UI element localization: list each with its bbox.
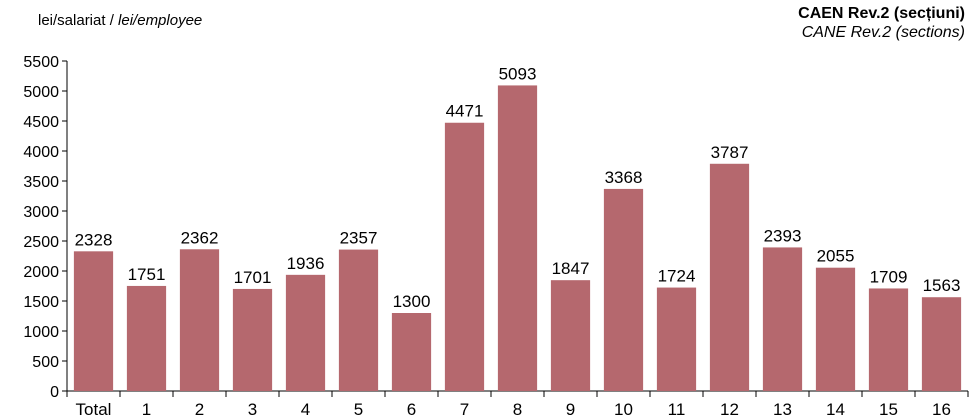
y-tick-label: 4500: [23, 114, 59, 131]
bar: [232, 288, 273, 391]
x-tick-label: 9: [566, 400, 575, 419]
x-tick-label: 2: [195, 400, 204, 419]
bar: [179, 249, 220, 391]
x-tick-label: 8: [513, 400, 522, 419]
bar: [603, 188, 644, 391]
bar-value-label: 1936: [287, 254, 325, 273]
bar-value-label: 3787: [711, 143, 749, 162]
x-tick-label: 6: [407, 400, 416, 419]
x-tick-label: 15: [879, 400, 898, 419]
y-tick-label: 1500: [23, 294, 59, 311]
y-tick-label: 0: [50, 384, 59, 401]
bar-value-label: 1847: [552, 259, 590, 278]
bar: [709, 163, 750, 391]
bar-value-label: 2362: [181, 228, 219, 247]
bar-value-label: 1300: [393, 292, 431, 311]
bar: [285, 274, 326, 391]
bar-value-label: 3368: [605, 168, 643, 187]
y-tick-label: 500: [32, 354, 59, 371]
bar-value-label: 1701: [234, 268, 272, 287]
bar: [762, 247, 803, 391]
bar-value-label: 1563: [923, 276, 961, 295]
bar-value-label: 1709: [870, 267, 908, 286]
bar: [921, 297, 962, 391]
bar-value-label: 2393: [764, 226, 802, 245]
x-tick-label: 5: [354, 400, 363, 419]
y-tick-label: 4000: [23, 144, 59, 161]
bar-value-label: 1751: [128, 265, 166, 284]
x-tick-label: 7: [460, 400, 469, 419]
bar-value-label: 4471: [446, 102, 484, 121]
y-tick-label: 5000: [23, 84, 59, 101]
x-tick-label: 10: [614, 400, 633, 419]
bar-value-label: 2328: [75, 230, 113, 249]
bar: [815, 267, 856, 391]
y-axis-label-en: lei/employee: [118, 12, 203, 29]
y-axis-label-ro: lei/salariat /: [38, 12, 119, 29]
classification-legend: CAEN Rev.2 (secțiuni) CANE Rev.2 (sectio…: [798, 4, 965, 42]
x-tick-label: 16: [932, 400, 951, 419]
y-tick-label: 2500: [23, 234, 59, 251]
x-tick-label: Total: [76, 400, 112, 419]
bar: [391, 313, 432, 391]
bar: [338, 249, 379, 391]
x-tick-label: 14: [826, 400, 845, 419]
x-tick-label: 11: [668, 400, 686, 419]
bar: [868, 288, 909, 391]
bar: [656, 287, 697, 391]
x-tick-label: 13: [773, 400, 792, 419]
x-tick-label: 12: [720, 400, 739, 419]
y-tick-label: 1000: [23, 324, 59, 341]
bar: [444, 122, 485, 392]
y-axis-label: lei/salariat / lei/employee: [38, 12, 202, 29]
bar: [550, 280, 591, 391]
x-tick-label: 4: [301, 400, 310, 419]
bar-value-label: 2055: [817, 247, 855, 266]
bar-value-label: 2357: [340, 229, 378, 248]
bar-value-label: 5093: [499, 64, 537, 83]
x-tick-label: 1: [142, 400, 151, 419]
y-tick-label: 5500: [23, 54, 59, 71]
bar: [73, 251, 114, 391]
legend-title-en: CANE Rev.2 (sections): [801, 24, 965, 41]
x-tick-label: 3: [248, 400, 257, 419]
bar: [497, 85, 538, 392]
y-tick-label: 2000: [23, 264, 59, 281]
y-tick-label: 3500: [23, 174, 59, 191]
legend-title-ro: CAEN Rev.2 (secțiuni): [798, 5, 965, 22]
y-tick-label: 3000: [23, 204, 59, 221]
bar: [126, 285, 167, 391]
bar-value-label: 1724: [658, 267, 696, 286]
